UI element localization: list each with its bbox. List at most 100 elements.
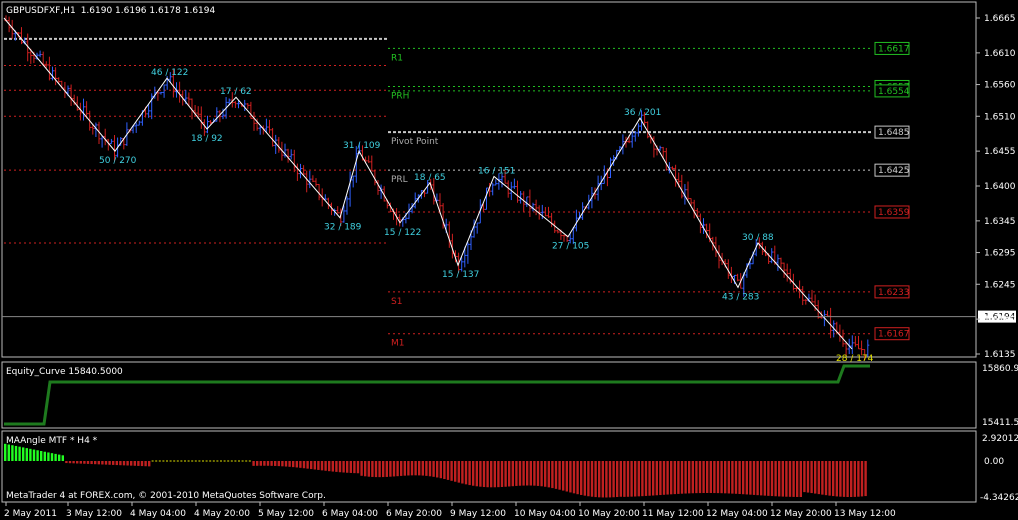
level-label: PRL (391, 175, 408, 185)
ma-frame (1, 430, 977, 503)
ma-bar (252, 461, 255, 466)
ma-bar (572, 461, 576, 494)
ma-bar (284, 461, 288, 467)
ma-bar (281, 461, 284, 467)
ma-bar (32, 449, 36, 461)
ma-bar (148, 461, 151, 467)
zigzag-lines (3, 17, 853, 350)
ma-bar (623, 461, 626, 497)
ma-bar (382, 461, 385, 478)
ma-bar (144, 461, 147, 467)
ma-bar (562, 461, 565, 491)
ma-bar (25, 448, 28, 461)
ma-bar (850, 461, 853, 497)
ma-bar (364, 461, 367, 477)
symbol-title: GBPUSDFXF,H1 1.6190 1.6196 1.6178 1.6194 (6, 6, 216, 16)
ma-bar (702, 461, 705, 494)
ma-bar (263, 461, 266, 466)
time-tick-label: 13 May 12:00 (834, 509, 896, 519)
ma-bar (637, 461, 640, 497)
ma-bar (324, 461, 327, 471)
ma-bar (792, 461, 795, 497)
ma-bar (479, 461, 482, 487)
ma-bar (439, 461, 442, 479)
ma-bar (770, 461, 774, 497)
time-tick-label: 11 May 12:00 (642, 509, 704, 519)
ma-bar (299, 461, 302, 468)
ma-bar (407, 461, 410, 476)
time-tick-label: 4 May 04:00 (130, 509, 186, 519)
time-tick-label: 10 May 04:00 (514, 509, 576, 519)
ma-bar (652, 461, 655, 496)
main-frame (1, 1, 977, 358)
ma-bar (738, 461, 741, 495)
equity-axis-bottom: 15411.5 (982, 418, 1018, 428)
ma-bar (331, 461, 334, 472)
zigzag-label: 32 / 189 (324, 223, 362, 233)
ma-bar (140, 461, 144, 467)
ma-bar (288, 461, 291, 467)
ma-bar (400, 461, 403, 476)
ma-bar (54, 453, 57, 461)
ma-bar (839, 461, 842, 497)
time-tick-label: 6 May 04:00 (322, 509, 378, 519)
ma-bar (378, 461, 381, 478)
ma-bar (90, 461, 93, 465)
current-price-box (978, 310, 1016, 323)
level-value: 1.6359 (878, 208, 910, 218)
price-tick-label: 1.6295 (984, 249, 1016, 259)
ma-bar (536, 461, 540, 486)
ma-bar (500, 461, 504, 487)
ma-bar (468, 461, 471, 486)
pivot-levels: R1 PRH Pivot Point PRL S1 M1 (388, 47, 872, 349)
ma-bar (684, 461, 687, 494)
ma-bar (428, 461, 432, 477)
ma-bar (68, 461, 72, 464)
ma-bar (450, 461, 453, 481)
ma-bar (616, 461, 619, 498)
ma-bar (43, 451, 46, 461)
price-tick-label: 1.6455 (984, 147, 1016, 157)
level-value: 1.6485 (878, 128, 910, 138)
ma-bar (14, 445, 18, 461)
ma-bar (709, 461, 712, 494)
ma-bar (598, 461, 601, 498)
ma-bar (472, 461, 475, 486)
ma-bar (270, 461, 273, 466)
ma-bar (454, 461, 457, 482)
price-tick-label: 1.6610 (984, 49, 1016, 59)
ma-bar (565, 461, 568, 492)
price-tick-label: 1.6665 (984, 14, 1016, 24)
ma-bar (130, 461, 133, 466)
ma-bar (36, 450, 39, 461)
ma-bar (670, 461, 673, 495)
ma-bar (50, 453, 54, 461)
ma-bar (518, 461, 522, 486)
time-axis: 2 May 2011 3 May 12:00 4 May 04:00 4 May 20… (4, 502, 896, 519)
ma-bar (648, 461, 651, 496)
ma-bar (533, 461, 536, 486)
ma-bar (580, 461, 583, 495)
level-value-box (874, 84, 910, 98)
ma-bar (277, 461, 280, 467)
ma-bar (418, 461, 421, 476)
ma-bar (119, 461, 122, 466)
level-price-boxes: 1.66171.65571.65541.64851.64251.63591.62… (874, 41, 910, 341)
ma-bar (108, 461, 111, 465)
ma-bar (619, 461, 622, 497)
zigzag-labels: 50 / 270 46 / 122 18 / 92 17 / 62 32 / 189 31… (99, 68, 874, 364)
time-tick-label: 9 May 12:00 (450, 509, 506, 519)
ma-bar (396, 461, 399, 477)
footer-copyright: MetaTrader 4 at FOREX.com, © 2001-2010 M… (6, 491, 326, 501)
ma-bar (65, 461, 68, 464)
ma-bar (554, 461, 558, 489)
ma-bar (511, 461, 514, 487)
price-tick-label: 1.6560 (984, 81, 1016, 91)
ma-bar (842, 461, 846, 497)
ma-bar (821, 461, 824, 495)
price-tick-label: 1.6135 (984, 350, 1016, 360)
ma-bar (641, 461, 644, 497)
ma-bar (94, 461, 97, 465)
ma-bar (727, 461, 730, 494)
